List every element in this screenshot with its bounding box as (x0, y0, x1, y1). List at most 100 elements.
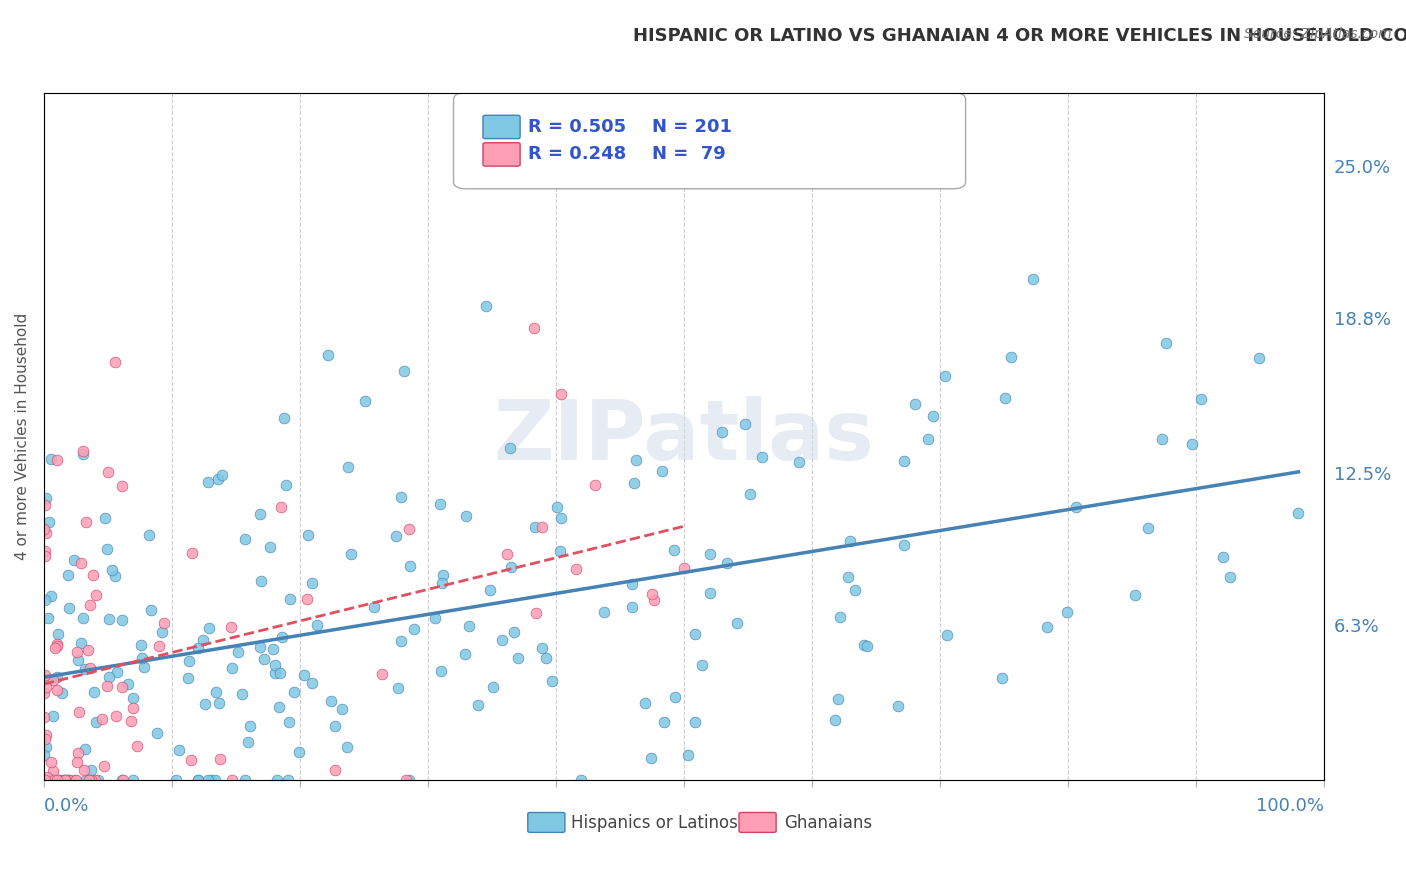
Point (430, 665, 453, 679)
Point (75, 742, 97, 756)
Point (751, 450, 773, 465)
Point (856, 639, 879, 653)
Point (197, 475, 219, 489)
Point (238, 735, 260, 749)
Point (297, 528, 319, 542)
Point (233, 772, 256, 787)
Point (652, 714, 675, 729)
Point (79, 598, 101, 612)
Point (569, 772, 592, 787)
Point (249, 640, 271, 654)
Point (122, 772, 145, 787)
Point (305, 618, 328, 632)
Point (292, 668, 315, 682)
Point (330, 702, 353, 716)
Point (165, 772, 187, 787)
Point (1152, 432, 1174, 446)
Point (1181, 436, 1204, 450)
Text: Ghanaians: Ghanaians (783, 814, 872, 831)
Point (73, 763, 96, 777)
Point (84, 588, 107, 602)
Point (34, 593, 56, 607)
Point (32, 748, 55, 763)
Point (904, 397, 927, 411)
Point (84, 772, 107, 787)
Point (643, 593, 665, 607)
Point (740, 486, 762, 500)
Point (32, 710, 55, 724)
Point (93, 759, 115, 773)
Point (725, 616, 748, 631)
Point (319, 693, 342, 707)
Point (1021, 272, 1043, 286)
Point (1189, 392, 1212, 406)
FancyBboxPatch shape (527, 813, 565, 832)
Point (187, 641, 209, 656)
Point (495, 547, 517, 561)
Point (824, 713, 846, 727)
Point (651, 464, 673, 478)
Point (67, 746, 90, 760)
Point (323, 719, 346, 733)
Point (672, 561, 695, 575)
Point (678, 747, 700, 762)
Point (35, 728, 58, 742)
Point (398, 772, 420, 787)
Point (208, 752, 231, 766)
Point (231, 687, 253, 701)
FancyBboxPatch shape (484, 143, 520, 166)
Point (79, 661, 101, 675)
Point (139, 603, 162, 617)
Point (104, 569, 127, 583)
Point (278, 715, 301, 730)
Point (503, 624, 526, 639)
Text: HISPANIC OR LATINO VS GHANAIAN 4 OR MORE VEHICLES IN HOUSEHOLD CORRELATION CHART: HISPANIC OR LATINO VS GHANAIAN 4 OR MORE… (633, 27, 1406, 45)
Point (429, 497, 451, 511)
Point (233, 532, 256, 546)
Point (96, 541, 118, 556)
Point (1288, 507, 1310, 521)
Point (45, 772, 67, 787)
Point (35, 739, 58, 754)
Point (837, 569, 859, 583)
Point (457, 619, 479, 633)
Point (84, 714, 107, 729)
Text: Source: ZipAtlas.com: Source: ZipAtlas.com (1244, 27, 1392, 41)
Point (228, 645, 250, 659)
Point (35, 680, 58, 694)
Point (844, 582, 866, 597)
Point (481, 680, 503, 694)
Point (710, 425, 733, 440)
Point (394, 364, 416, 378)
Point (83, 685, 105, 699)
Point (131, 650, 153, 665)
Point (80, 763, 103, 777)
Point (198, 621, 221, 635)
Point (623, 476, 645, 491)
Point (111, 772, 134, 787)
Point (153, 616, 176, 631)
Point (34, 668, 56, 682)
Point (80, 772, 103, 787)
Point (110, 479, 132, 493)
Point (301, 676, 323, 690)
Y-axis label: 4 or more Vehicles in Household: 4 or more Vehicles in Household (15, 312, 30, 559)
Point (432, 567, 454, 582)
Point (301, 575, 323, 590)
Point (187, 772, 209, 787)
Point (77, 642, 100, 657)
Point (111, 680, 134, 694)
Point (179, 654, 201, 668)
Point (626, 453, 648, 467)
Point (522, 321, 544, 335)
Point (46, 453, 69, 467)
Point (1154, 336, 1177, 351)
Point (887, 698, 910, 713)
Point (531, 519, 554, 533)
Point (734, 417, 756, 431)
Point (148, 639, 170, 653)
Point (87, 772, 110, 787)
Point (387, 681, 409, 695)
Point (565, 562, 588, 576)
Point (270, 500, 292, 514)
